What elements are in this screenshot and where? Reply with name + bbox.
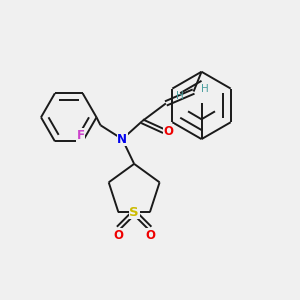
Text: O: O	[113, 229, 123, 242]
Text: O: O	[145, 229, 155, 242]
Text: N: N	[117, 133, 127, 146]
Text: H: H	[176, 91, 184, 100]
Text: H: H	[201, 84, 208, 94]
Text: S: S	[129, 206, 139, 219]
Text: F: F	[76, 129, 85, 142]
Text: O: O	[164, 125, 174, 138]
